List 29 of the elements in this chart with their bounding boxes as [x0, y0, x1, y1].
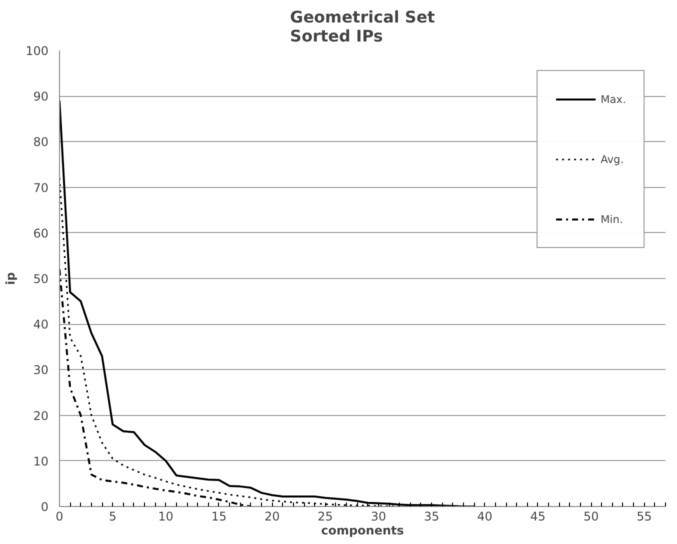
- x-tick-label: 5: [108, 510, 116, 524]
- x-axis-title: components: [321, 524, 404, 538]
- y-tick-label: 70: [33, 180, 49, 195]
- x-tick-label: 40: [477, 510, 492, 524]
- chart-title: Geometrical Set Sorted IPs: [290, 8, 436, 46]
- x-tick-label: 55: [636, 510, 652, 524]
- y-tick-label: 100: [26, 44, 48, 58]
- legend-label: Avg.: [600, 152, 624, 166]
- y-tick-label: 90: [33, 90, 49, 104]
- x-tick-label: 0: [56, 510, 64, 524]
- y-tick-label: 60: [33, 226, 49, 240]
- x-tick-label: 20: [264, 510, 280, 524]
- y-tick-label: 50: [33, 272, 49, 286]
- y-axis-title: ip: [4, 272, 18, 285]
- y-tick-label: 10: [33, 454, 49, 468]
- y-tick-label: 30: [33, 363, 49, 378]
- legend-label: Max.: [600, 92, 626, 106]
- x-tick-label: 15: [211, 510, 227, 524]
- legend-label: Min.: [600, 212, 623, 226]
- y-tick-label: 0: [40, 500, 49, 514]
- x-tick-label: 50: [583, 510, 599, 524]
- x-tick-label: 25: [318, 510, 333, 524]
- y-tick-label: 80: [33, 135, 49, 150]
- x-tick-label: 30: [370, 510, 386, 524]
- x-tick-label: 35: [424, 510, 440, 524]
- y-tick-label: 20: [33, 408, 49, 423]
- x-tick-label: 45: [530, 510, 546, 524]
- y-tick-label: 40: [33, 318, 49, 332]
- x-tick-label: 10: [158, 510, 174, 524]
